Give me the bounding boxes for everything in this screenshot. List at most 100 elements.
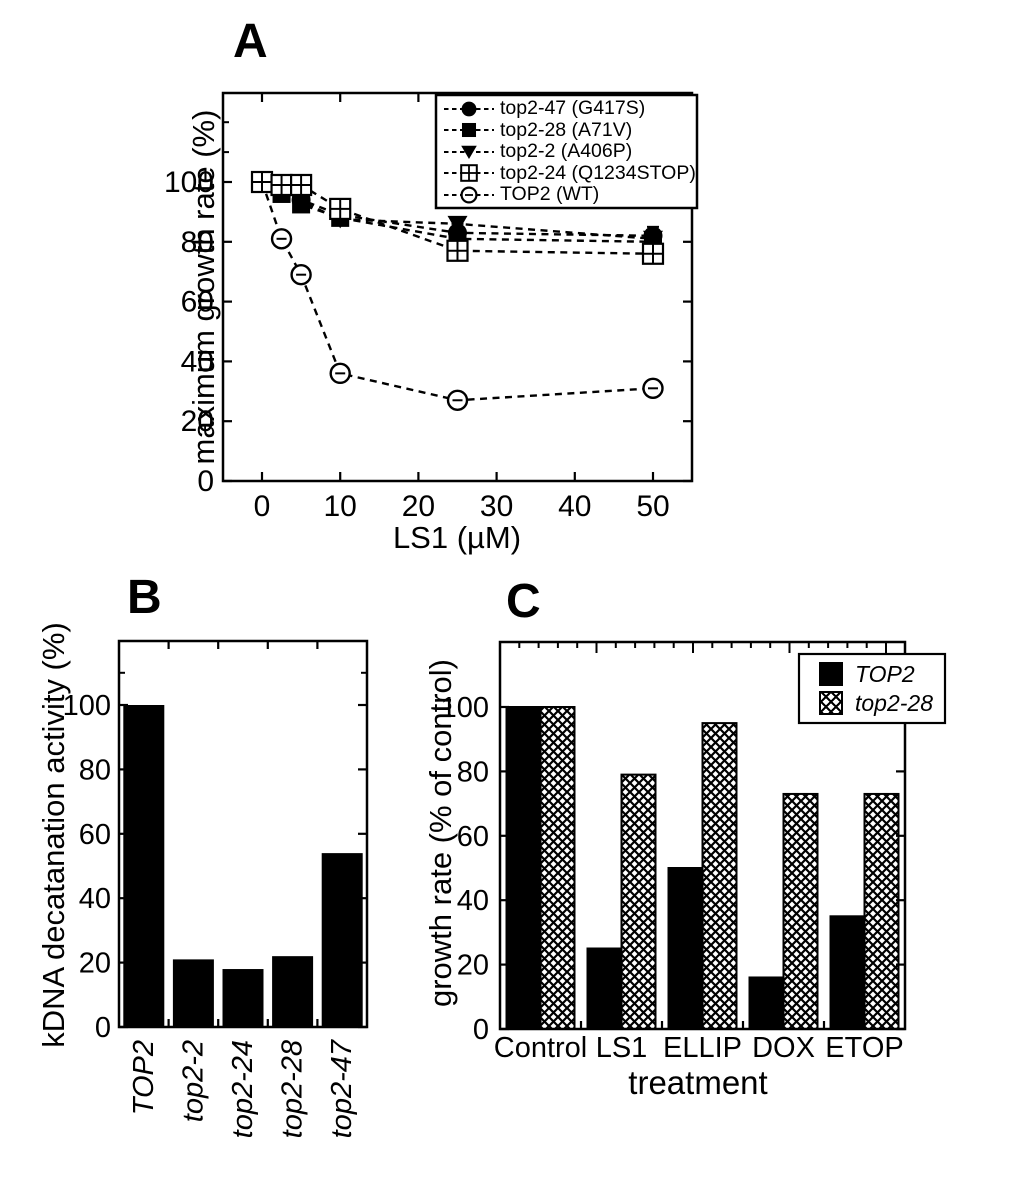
bar-TOP2-DOX [748, 976, 785, 1030]
panel-a-x-axis-title: LS1 (µM) [392, 520, 522, 555]
bar-top2-28-ETOP [863, 792, 900, 1030]
marker-filled-square [461, 122, 477, 138]
legend-label: top2-28 (A71V) [500, 118, 633, 141]
y-tick-label: 100 [164, 166, 214, 199]
marker-crossed-square [460, 164, 478, 182]
legend-swatch-crosshatch [819, 691, 843, 715]
legend-row: top2-28 [819, 689, 945, 716]
y-tick-label: 0 [197, 465, 214, 498]
panel-b-plot: 0 20 40 60 80 100 TOP2 top2-2 top2-24 top2-28 top2… [63, 639, 369, 1138]
y-tick-label: 40 [181, 345, 214, 378]
x-tick-label: 30 [480, 490, 513, 523]
bar-top2-2 [172, 959, 214, 1027]
marker-crossed-square [270, 173, 293, 197]
category-label: LS1 [596, 1032, 648, 1064]
bar-TOP2-Control [505, 706, 542, 1030]
category-label: top2-28 [277, 1040, 309, 1138]
x-tick-label: 20 [402, 490, 435, 523]
y-tick-label: 60 [457, 821, 489, 853]
bar-top2-47 [321, 853, 363, 1027]
bar-top2-28 [272, 956, 314, 1027]
marker-crossed-square [250, 170, 274, 194]
marker-filled-circle [461, 101, 477, 116]
y-tick-label: 20 [181, 405, 214, 438]
legend-label: TOP2 (WT) [500, 183, 600, 205]
category-label: top2-47 [326, 1038, 358, 1138]
legend-label: TOP2 [855, 660, 915, 687]
panel-letter-a: A [233, 15, 268, 68]
category-label: TOP2 [128, 1040, 160, 1115]
panel-a-plot: 0 10 20 30 40 50 0 20 40 60 80 100 [164, 91, 699, 523]
marker-open-circle [270, 228, 293, 250]
marker-filled-triangle-down [291, 193, 312, 211]
marker-filled-triangle-down [447, 215, 468, 233]
x-tick-label: 50 [636, 490, 669, 523]
marker-crossed-square [641, 242, 665, 265]
x-tick-label: 10 [324, 490, 357, 523]
bar-TOP2-ELLIP [667, 867, 704, 1030]
category-label: top2-24 [227, 1040, 259, 1138]
panel-a-y-axis-title: maximum growth rate (%) [186, 109, 221, 465]
bar-TOP2-LS1 [586, 947, 623, 1030]
marker-filled-triangle-down [461, 145, 477, 159]
x-tick-label: 40 [558, 490, 591, 523]
y-tick-label: 60 [181, 286, 214, 319]
y-tick-label: 0 [95, 1012, 111, 1044]
legend-row: top2-47 (G417S) [443, 97, 697, 120]
series-line [260, 181, 654, 402]
panel-b-y-axis-title: kDNA decatanation activity (%) [36, 622, 71, 1048]
legend-marker-filled-square [444, 122, 494, 138]
bar-top2-28-LS1 [620, 773, 657, 1030]
y-tick-label: 60 [79, 819, 111, 851]
legend-label: top2-2 (A406P) [500, 140, 633, 162]
panel-letter-b: B [127, 571, 162, 624]
legend-marker-filled-circle [444, 101, 494, 116]
category-label: top2-2 [177, 1040, 209, 1122]
series-top2-24 (Q1234STOP) [250, 170, 665, 265]
marker-crossed-square [329, 197, 352, 221]
legend-row: top2-2 (A406P) [443, 140, 697, 163]
y-tick-label: 80 [457, 756, 489, 788]
y-tick-label: 40 [457, 885, 489, 917]
category-label: DOX [752, 1032, 815, 1064]
category-label: ETOP [825, 1032, 903, 1064]
bar-top2-24 [222, 969, 264, 1027]
y-tick-label: 20 [79, 948, 111, 980]
legend-row: top2-24 (Q1234STOP) [443, 162, 697, 184]
panel-c-x-axis-title: treatment [628, 1064, 768, 1101]
legend-marker-crossed-square [444, 164, 494, 182]
y-tick-label: 20 [457, 950, 489, 982]
marker-open-circle [642, 377, 664, 400]
panel-c-y-axis-title: growth rate (% of control) [423, 658, 458, 1008]
marker-open-circle [290, 263, 312, 286]
panel-letter-c: C [506, 575, 541, 628]
panel-c-legend: TOP2 top2-28 [799, 654, 945, 723]
y-tick-label: 40 [79, 883, 111, 915]
legend-row: TOP2 [819, 660, 945, 687]
legend-swatch-solid [819, 662, 843, 686]
bar-top2-28-ELLIP [701, 722, 738, 1030]
marker-crossed-square [446, 239, 469, 262]
marker-open-circle [329, 362, 351, 385]
legend-marker-filled-triangle-down [444, 145, 494, 159]
marker-open-circle [446, 389, 469, 411]
marker-crossed-square [290, 173, 313, 197]
y-tick-label: 0 [473, 1014, 489, 1046]
bar-TOP2 [123, 705, 165, 1027]
legend-label: top2-47 (G417S) [500, 97, 646, 119]
panel-a-legend: top2-47 (G417S) top2-28 (A71V) top2-2 (A… [436, 95, 697, 208]
y-tick-label: 80 [181, 226, 214, 259]
marker-filled-triangle-down [643, 230, 663, 248]
bar-top2-28-DOX [782, 792, 819, 1030]
marker-open-circle [460, 185, 478, 204]
legend-row: top2-28 (A71V) [443, 119, 697, 141]
category-label: Control [494, 1032, 588, 1064]
category-label: ELLIP [663, 1032, 742, 1064]
axes-box [221, 91, 694, 483]
legend-label: top2-28 [855, 689, 934, 716]
bar-TOP2-ETOP [829, 915, 866, 1030]
x-tick-label: 0 [254, 490, 271, 523]
legend-marker-open-circle [444, 185, 494, 204]
y-tick-label: 80 [79, 754, 111, 786]
